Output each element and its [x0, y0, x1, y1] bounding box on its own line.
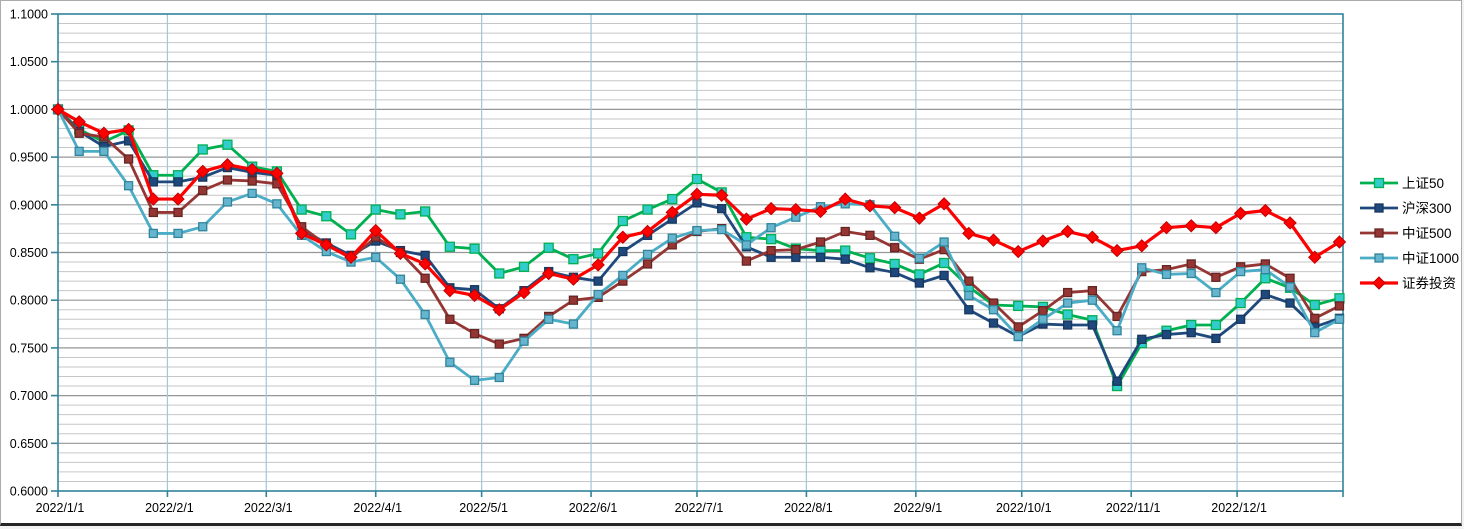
x-axis-label: 2022/9/1 — [894, 501, 943, 515]
y-axis-label: 0.8000 — [10, 294, 48, 308]
series-证券投资 — [51, 102, 1347, 317]
y-axis-label: 0.7500 — [10, 341, 48, 355]
legend-label: 证券投资 — [1402, 276, 1456, 291]
x-axis-label: 2022/12/1 — [1211, 501, 1267, 515]
x-axis-label: 2022/10/1 — [996, 501, 1052, 515]
x-axis-label: 2022/8/1 — [784, 501, 833, 515]
y-axis-label: 1.0000 — [10, 103, 48, 117]
x-axis-label: 2022/4/1 — [353, 501, 402, 515]
legend-label: 沪深300 — [1402, 201, 1452, 216]
legend-label: 中证500 — [1402, 226, 1452, 241]
x-axis-label: 2022/1/1 — [36, 501, 85, 515]
y-axis-label: 0.8500 — [10, 246, 48, 260]
y-axis-label: 0.9000 — [10, 198, 48, 212]
x-axis-label: 2022/7/1 — [675, 501, 724, 515]
y-axis-label: 0.7000 — [10, 389, 48, 403]
legend-item-沪深300[interactable]: 沪深300 — [1360, 201, 1452, 216]
legend-label: 中证1000 — [1402, 251, 1459, 266]
x-axis-label: 2022/11/1 — [1106, 501, 1161, 515]
x-axis-label: 2022/3/1 — [244, 501, 293, 515]
legend-item-中证1000[interactable]: 中证1000 — [1360, 251, 1459, 266]
y-axis-label: 0.6000 — [10, 485, 48, 499]
gridlines — [58, 14, 1343, 491]
legend-label: 上证50 — [1402, 176, 1444, 191]
y-axis-label: 0.6500 — [10, 437, 48, 451]
x-axis-label: 2022/5/1 — [459, 501, 508, 515]
legend-item-上证50[interactable]: 上证50 — [1360, 176, 1444, 191]
axes: 1.1000 1.0500 1.0000 0.9500 0.9000 0.8500 0.80… — [10, 8, 1344, 515]
x-axis-label: 2022/6/1 — [569, 501, 618, 515]
legend-item-中证500[interactable]: 中证500 — [1360, 226, 1452, 241]
y-axis-label: 1.1000 — [10, 8, 48, 22]
series-中证1000 — [53, 104, 1345, 385]
y-axis-label: 0.9500 — [10, 151, 48, 165]
legend-item-证券投资[interactable]: 证券投资 — [1360, 276, 1456, 291]
chart-legend: 上证50 沪深300 中证500 中证1000 证券投资 — [1360, 176, 1459, 291]
y-axis-label: 1.0500 — [10, 55, 48, 69]
x-axis-label: 2022/2/1 — [145, 501, 194, 515]
